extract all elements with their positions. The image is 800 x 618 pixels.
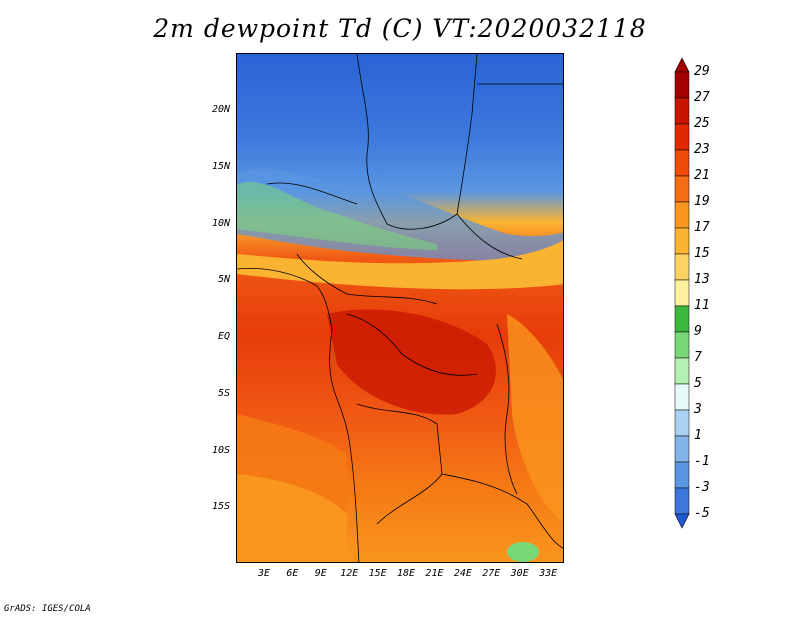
colorbar-segment — [674, 461, 690, 489]
colorbar-label: 29 — [694, 64, 710, 79]
lon-label-30e: 30E — [510, 568, 529, 579]
lat-label-10s: 10S — [211, 444, 230, 456]
colorbar-label: 5 — [694, 376, 702, 391]
colorbar-label: 17 — [694, 220, 710, 235]
colorbar-label: 19 — [694, 194, 710, 209]
sahel-green-band — [237, 181, 437, 250]
colorbar-segment — [674, 175, 690, 203]
lat-label-eq: EQ — [217, 331, 230, 342]
coastlines-borders — [237, 54, 563, 562]
lon-label-24e: 24E — [453, 568, 472, 579]
lat-label-20n: 20N — [211, 104, 230, 115]
colorbar-label: 3 — [694, 402, 702, 417]
transition-band — [237, 240, 563, 290]
lat-label-5s: 5S — [217, 387, 230, 399]
lon-label-15e: 15E — [368, 568, 387, 579]
colorbar-segment — [674, 253, 690, 281]
chart-title: 2m dewpoint Td (C) VT:2020032118 — [153, 14, 647, 43]
colorbar-label: 21 — [694, 168, 710, 183]
lat-label-15s: 15S — [211, 501, 230, 513]
south-atlantic-cool — [237, 474, 347, 562]
lat-label-15n: 15N — [211, 160, 230, 172]
colorbar-segment — [674, 149, 690, 177]
colorbar-segment — [674, 383, 690, 411]
lon-label-3e: 3E — [257, 568, 271, 579]
lon-label-18e: 18E — [397, 568, 416, 579]
colorbar-segment — [674, 227, 690, 255]
colorbar-segment — [674, 487, 690, 515]
colorbar-label: 15 — [694, 246, 710, 261]
southeast-green-patch — [507, 542, 539, 562]
colorbar-segment — [674, 331, 690, 359]
lon-label-6e: 6E — [286, 568, 299, 579]
colorbar-segment — [674, 71, 690, 99]
lat-label-5n: 5N — [217, 274, 230, 286]
lon-label-27e: 27E — [482, 568, 501, 579]
colorbar-segment — [674, 409, 690, 437]
colorbar-segment — [674, 123, 690, 151]
colorbar-label: 9 — [694, 324, 702, 339]
lat-label-10n: 10N — [211, 217, 230, 229]
dewpoint-map — [236, 53, 564, 563]
colorbar-min-arrow — [674, 513, 690, 529]
colorbar-segment — [674, 305, 690, 333]
east-highlands — [507, 314, 563, 523]
lon-label-9e: 9E — [314, 568, 327, 579]
colorbar-label: -3 — [694, 480, 710, 495]
lon-label-21e: 21E — [425, 568, 444, 579]
colorbar-segment — [674, 97, 690, 125]
colorbar-segment — [674, 279, 690, 307]
colorbar — [674, 58, 690, 529]
colorbar-label: 27 — [694, 90, 710, 105]
colorbar-label: -1 — [694, 454, 710, 469]
colorbar-max-arrow — [674, 58, 690, 73]
grads-credit: GrADS: IGES/COLA — [4, 604, 91, 614]
colorbar-label: 7 — [694, 350, 702, 365]
congo-basin-core — [327, 309, 496, 415]
colorbar-segment — [674, 357, 690, 385]
colorbar-label: -5 — [694, 506, 710, 521]
lon-label-12e: 12E — [340, 568, 359, 579]
colorbar-label: 23 — [694, 142, 710, 157]
colorbar-segment — [674, 201, 690, 229]
colorbar-label: 13 — [694, 272, 710, 287]
colorbar-label: 1 — [694, 428, 702, 443]
colorbar-segment — [674, 435, 690, 463]
lon-label-33e: 33E — [539, 568, 558, 579]
colorbar-label: 25 — [694, 116, 710, 131]
colorbar-label: 11 — [694, 298, 710, 313]
map-field — [237, 54, 563, 562]
